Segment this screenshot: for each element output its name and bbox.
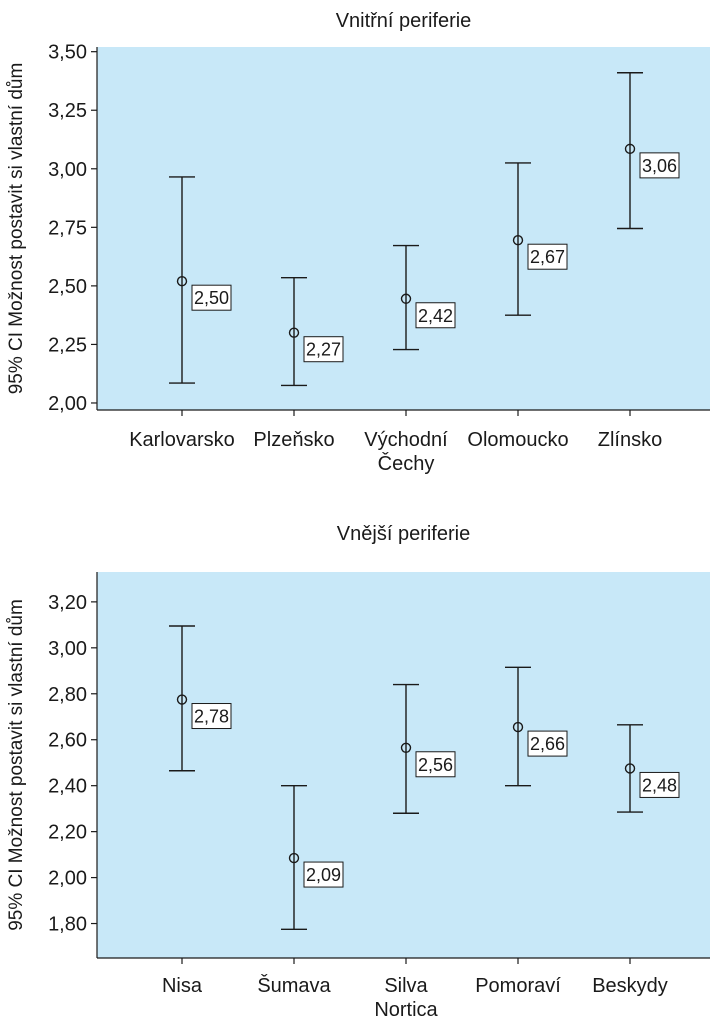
- y-tick-label: 3,20: [48, 592, 87, 614]
- data-label: 3,06: [642, 156, 677, 176]
- x-tick-label: Karlovarsko: [129, 429, 235, 451]
- mean-point: [176, 275, 188, 287]
- plot-area: [97, 572, 710, 958]
- data-label-box: [527, 730, 568, 757]
- x-tick-label: Pomoraví: [475, 975, 561, 997]
- data-label: 2,66: [530, 734, 565, 754]
- chart-title: Vnější periferie: [337, 523, 470, 545]
- x-tick-label-line: Beskydy: [592, 975, 668, 997]
- y-tick-label: 2,25: [48, 334, 87, 356]
- error-bar: 2,50: [169, 176, 232, 384]
- x-tick-label: Plzeňsko: [253, 429, 334, 451]
- data-label-box: [639, 152, 680, 179]
- chart-panel-2: Vnější periferie 95% CI Možnost postavit …: [6, 523, 710, 1020]
- x-tick-label-line: Olomoucko: [467, 429, 568, 451]
- y-tick-label: 2,80: [48, 684, 87, 706]
- data-label-box: [191, 284, 232, 311]
- error-bar: 2,42: [393, 244, 456, 351]
- x-tick-label: Silva Nortica: [374, 975, 438, 1020]
- y-tick-label: 2,00: [48, 393, 87, 415]
- mean-point: [288, 852, 300, 864]
- y-tick-label: 3,25: [48, 100, 87, 122]
- y-axis-label: 95% CI Možnost postavit si vlastní dům: [6, 599, 27, 931]
- x-tick-label: Zlínsko: [598, 429, 662, 451]
- error-bar: 2,67: [505, 162, 568, 316]
- x-tick-label-line: Pomoraví: [475, 975, 561, 997]
- x-tick-label: Šumava: [257, 974, 331, 997]
- data-label-box: [415, 751, 456, 778]
- error-bar: 2,09: [281, 784, 344, 930]
- y-tick-label: 2,75: [48, 217, 87, 239]
- mean-point: [624, 763, 636, 774]
- mean-point: [176, 694, 188, 705]
- y-tick-label: 2,20: [48, 822, 87, 844]
- y-tick-label: 2,40: [48, 776, 87, 798]
- data-label-box: [303, 861, 344, 888]
- mean-point: [512, 235, 524, 246]
- x-tick-label-line: Nisa: [162, 975, 203, 997]
- data-label-box: [639, 771, 680, 798]
- x-tick-label-line: Karlovarsko: [129, 429, 235, 451]
- y-tick-label: 3,00: [48, 638, 87, 660]
- mean-point: [400, 742, 412, 753]
- x-tick-label-line: Čechy: [378, 452, 435, 475]
- x-tick-label-line: Nortica: [374, 999, 438, 1020]
- data-label: 2,78: [194, 707, 229, 727]
- x-tick-label: Olomoucko: [467, 429, 568, 451]
- chart-title: Vnitřní periferie: [336, 10, 472, 32]
- x-tick-label-line: Východní: [364, 429, 448, 451]
- mean-point: [512, 721, 524, 733]
- y-tick-label: 3,50: [48, 42, 87, 64]
- x-tick-label-line: Silva: [384, 975, 428, 997]
- data-label: 2,09: [306, 865, 341, 885]
- error-bar: 2,27: [281, 276, 344, 387]
- y-axis-label: 95% CI Možnost postavit si vlastní dům: [6, 63, 27, 395]
- error-bar: 2,56: [393, 683, 456, 814]
- y-tick-label: 3,00: [48, 159, 87, 181]
- data-label: 2,67: [530, 247, 565, 267]
- error-bar: 2,78: [169, 625, 232, 772]
- x-tick-label: Nisa: [162, 975, 203, 997]
- mean-point: [288, 327, 300, 338]
- x-tick-label: Beskydy: [592, 975, 668, 997]
- y-tick-label: 2,50: [48, 276, 87, 298]
- mean-point: [400, 293, 412, 304]
- y-tick-label: 2,00: [48, 868, 87, 890]
- error-bar: 3,06: [617, 72, 680, 230]
- data-label: 2,50: [194, 288, 229, 308]
- data-label: 2,56: [418, 755, 453, 775]
- y-tick-label: 2,60: [48, 730, 87, 752]
- data-label-box: [191, 703, 232, 730]
- x-tick-label: Východní Čechy: [364, 429, 448, 475]
- data-label-box: [527, 243, 568, 270]
- mean-point: [624, 143, 636, 155]
- y-tick-label: 1,80: [48, 914, 87, 936]
- error-bar: 2,48: [617, 724, 680, 813]
- x-tick-label-line: Šumava: [257, 974, 331, 997]
- chart-panel-1: Vnitřní periferie 95% CI Možnost postavit…: [6, 10, 710, 475]
- error-bar: 2,66: [505, 666, 568, 787]
- data-label: 2,27: [306, 340, 341, 360]
- data-label-box: [303, 336, 344, 363]
- data-label: 2,42: [418, 306, 453, 326]
- x-tick-label-line: Plzeňsko: [253, 429, 334, 451]
- data-label-box: [415, 302, 456, 329]
- x-tick-label-line: Zlínsko: [598, 429, 662, 451]
- data-label: 2,48: [642, 775, 677, 795]
